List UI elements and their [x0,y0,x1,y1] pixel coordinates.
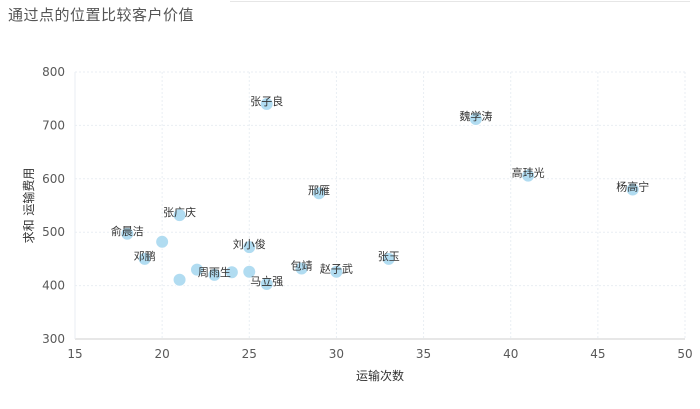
x-tick-label: 20 [155,347,170,361]
y-tick-label: 700 [42,118,65,132]
data-point[interactable] [120,226,135,241]
x-tick-label: 50 [677,347,692,361]
data-point[interactable] [294,261,309,276]
point-label: 马立强 [250,274,283,288]
point-label: 杨高宁 [616,179,649,193]
x-tick-label: 30 [329,347,344,361]
point-label: 邓鹏 [134,250,156,263]
y-tick-label: 800 [42,65,65,79]
data-point[interactable] [242,240,257,255]
data-point[interactable] [207,267,222,282]
point-label: 周雨生 [198,265,231,279]
data-point[interactable] [137,251,152,266]
data-point[interactable] [172,208,187,223]
data-point[interactable] [190,262,204,277]
data-point[interactable] [312,186,326,201]
data-point[interactable] [155,234,170,249]
x-tick-label: 35 [416,347,431,361]
point-label: 张广庆 [163,205,196,219]
point-label: 赵子武 [320,262,353,276]
y-tick-label: 300 [42,332,65,346]
data-point[interactable] [242,264,257,279]
point-label: 张玉 [378,250,400,263]
point-label: 张子良 [250,94,283,108]
data-point[interactable] [172,272,187,287]
data-point[interactable] [625,182,640,197]
point-label: 邢雁 [308,184,330,197]
data-point[interactable] [259,97,274,112]
data-point[interactable] [381,251,396,266]
y-tick-label: 400 [42,279,65,293]
y-tick-label: 600 [42,172,65,186]
data-point[interactable] [224,265,239,280]
point-label: 高玮光 [512,166,545,180]
data-point[interactable] [329,264,344,279]
x-tick-label: 25 [242,347,257,361]
chart-title: 通过点的位置比较客户价值 [8,6,195,24]
x-tick-label: 45 [590,347,605,361]
point-label: 刘小俊 [233,237,266,251]
data-point[interactable] [259,276,274,291]
axes [74,72,685,340]
data-point[interactable] [521,168,536,183]
x-tick-label: 15 [67,347,82,361]
tick-labels: 300 400 500 600 700 800 15 20 25 30 35 40 45 50 [42,65,693,361]
point-label: 包靖 [291,260,313,273]
x-tick-label: 40 [503,347,518,361]
point-label: 魏学涛 [459,109,492,123]
y-tick-label: 500 [42,225,65,239]
data-points [120,97,640,291]
y-axis-label: 求和 运输费用 [21,168,36,244]
title-divider [230,1,690,2]
x-axis-label: 运输次数 [356,368,404,383]
data-point[interactable] [468,111,483,126]
point-label: 俞晨洁 [111,224,144,238]
